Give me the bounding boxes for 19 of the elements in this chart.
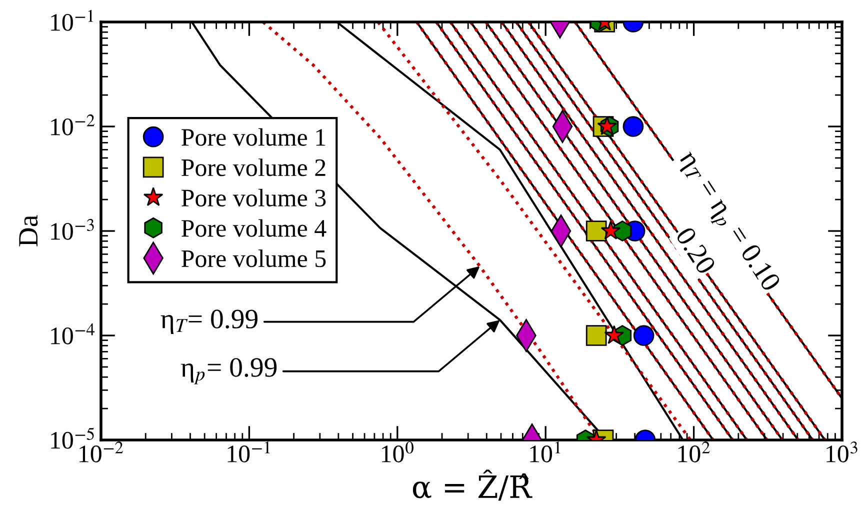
legend-label: Pore volume 2: [182, 158, 326, 176]
x-tick-label: 10$^{2}$: [678, 441, 710, 462]
annotation: η$_{T}$= 0.99: [160, 310, 258, 334]
x-tick-label: 10$^{1}$: [530, 441, 560, 462]
y-tick-label: 10$^{−3}$: [51, 218, 94, 240]
legend-label: Pore volume 5: [182, 250, 326, 268]
legend-label: Pore volume 4: [182, 219, 326, 237]
annotation: 0.20: [675, 226, 716, 276]
legend-label: Pore volume 3: [182, 188, 326, 206]
y-tick-label: 10$^{−2}$: [51, 114, 95, 136]
legend-label: Pore volume 1: [182, 128, 326, 146]
x-tick-label: 10$^{0}$: [382, 441, 414, 462]
x-tick-label: 10$^{3}$: [826, 441, 858, 462]
annotation: η$_{p}$= 0.99: [180, 358, 277, 384]
y-tick-label: 10$^{−1}$: [51, 10, 94, 31]
x-axis-title: α = Ẑ/R̂: [412, 470, 532, 501]
y-tick-label: 10$^{−4}$: [51, 323, 95, 344]
y-axis-title: Da: [19, 215, 38, 246]
x-tick-label: 10$^{−1}$: [228, 441, 270, 462]
